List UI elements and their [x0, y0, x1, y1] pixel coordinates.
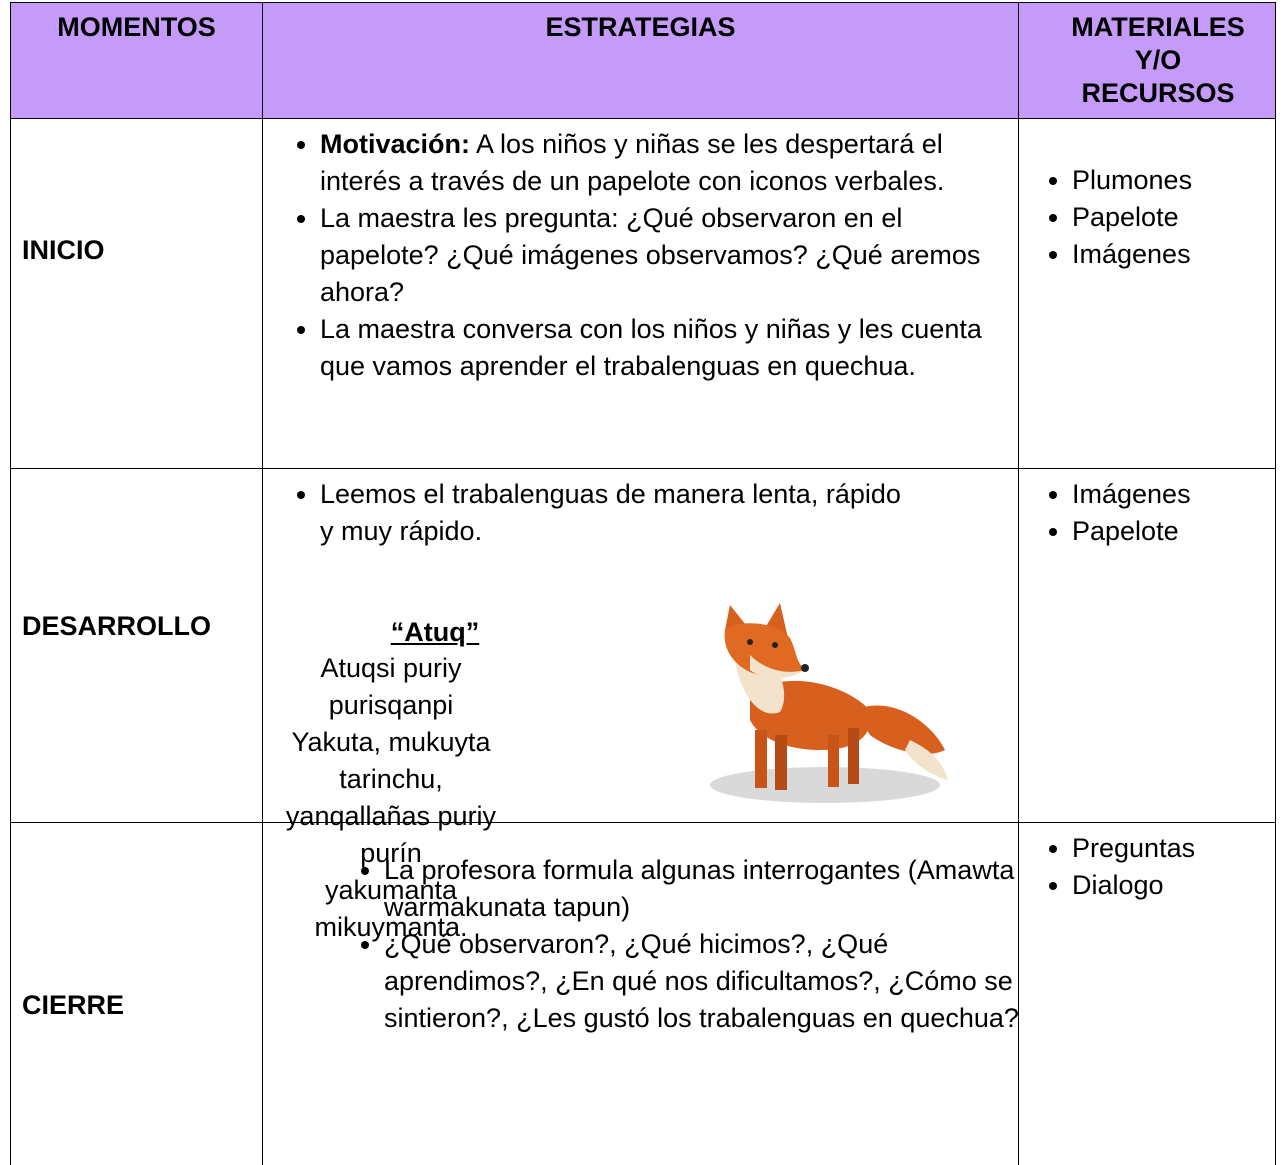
strategy-list: Motivación: A los niños y niñas se les d… [288, 126, 1012, 385]
material: Preguntas [1072, 830, 1284, 867]
moment: DESARROLLO [22, 611, 211, 641]
strategy-item: ¿Qué observaron?, ¿Qué hicimos?, ¿Qué ap… [384, 926, 1034, 1037]
strategy-lead: Motivación: [320, 129, 471, 159]
strategy-list: Leemos el trabalenguas de manera lenta, … [288, 476, 920, 550]
material: Papelote [1072, 513, 1284, 550]
header-cell: MATERIALES Y/O RECURSOS [1018, 2, 1276, 119]
material: Dialogo [1072, 867, 1284, 904]
poem-line: yanqallañas puriy purín [285, 801, 497, 868]
poem-line: yakumanta [324, 875, 458, 905]
strategy-item: Motivación: A los niños y niñas se les d… [320, 126, 1012, 200]
moment: INICIO [22, 235, 105, 265]
poem-title: “Atuq” [390, 617, 480, 647]
cell [1018, 822, 1276, 1165]
material-list: Plumones Papelote Imágenes [1040, 162, 1284, 273]
poem-line: tarinchu, [339, 764, 443, 794]
strategy-item: La maestra les pregunta: ¿Qué observaron… [320, 200, 1012, 311]
material-list: Preguntas Dialogo [1040, 830, 1284, 904]
moment: CIERRE [22, 990, 125, 1020]
cell [10, 468, 263, 823]
cell [10, 118, 263, 469]
header-cell: ESTRATEGIAS [262, 2, 1019, 119]
strategy-text: A los niños y niñas se les despertará el… [320, 129, 945, 196]
material: Papelote [1072, 199, 1284, 236]
poem: Atuqsi puriy purisqanpi Yakuta, mukuyta ta… [266, 650, 516, 946]
strategy-item: La profesora formula algunas interrogant… [384, 852, 1034, 926]
strategy-item: La maestra conversa con los niños y niña… [320, 311, 1012, 385]
poem-line: Atuqsi puriy purisqanpi [320, 653, 462, 720]
poem-line: mikuymanta. [314, 912, 468, 942]
strategy-list: La profesora formula algunas interrogant… [352, 852, 1034, 1037]
poem-line: Yakuta, mukuyta [291, 727, 491, 757]
material: Plumones [1072, 162, 1284, 199]
strategy-item: Leemos el trabalenguas de manera lenta, … [320, 476, 920, 550]
material: Imágenes [1072, 236, 1284, 273]
material: Imágenes [1072, 476, 1284, 513]
material-list: Imágenes Papelote [1040, 476, 1284, 550]
header-cell: MOMENTOS [10, 2, 263, 119]
fox-illustration [710, 603, 948, 803]
